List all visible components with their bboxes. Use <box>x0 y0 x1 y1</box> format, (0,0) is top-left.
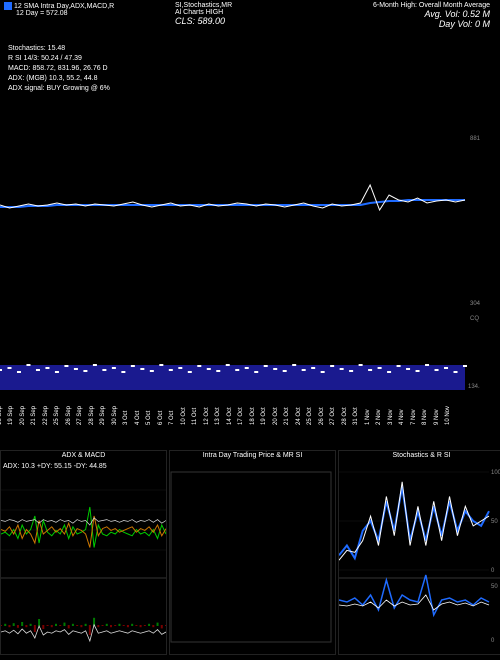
adx-signal: ADX signal: BUY Growing @ 6% <box>8 84 110 94</box>
adx-title: ADX & MACD <box>1 451 166 460</box>
stochastics-panel: Stochastics & R SI 0 50 100 50 0 <box>338 450 500 655</box>
svg-text:304: 304 <box>470 301 480 307</box>
stochastics-val: Stochastics: 15.48 <box>8 44 110 54</box>
date-tick: 10 Nov <box>445 415 495 425</box>
day-vol: Day Vol: 0 M <box>373 19 490 29</box>
adx-macd-panel: ADX & MACD ADX: 10.3 +DY: 55.15 -DY: 44.… <box>0 450 167 655</box>
intraday-panel: Intra Day Trading Price & MR SI <box>169 450 336 655</box>
adx-val: ADX: (MGB) 10.3, 55.2, 44.8 <box>8 74 110 84</box>
stoch-title: Stochastics & R SI <box>339 451 500 460</box>
svg-text:134.89: 134.89 <box>468 384 480 390</box>
svg-text:100: 100 <box>491 470 500 476</box>
svg-text:CQ: CQ <box>470 316 479 322</box>
svg-text:0: 0 <box>491 568 495 574</box>
twelve-day: 12 Day = 572.08 <box>16 10 114 17</box>
date-axis: 17 Sep18 Sep19 Sep20 Sep21 Sep22 Sep25 S… <box>5 395 475 445</box>
volume-chart: CQ 134.89 <box>0 310 480 390</box>
rsi-val: R SI 14/3: 50.24 / 47.39 <box>8 54 110 64</box>
intra-title: Intra Day Trading Price & MR SI <box>170 451 335 460</box>
avg-vol: Avg. Vol: 0.52 M <box>373 9 490 19</box>
main-chart: 881 304 <box>0 100 480 310</box>
sma-legend: 12 SMA Intra Day,ADX,MACD,R <box>14 3 114 10</box>
sma-legend-swatch <box>4 2 12 10</box>
header: 12 SMA Intra Day,ADX,MACD,R 12 Day = 572… <box>0 2 500 42</box>
adx-reading: ADX: 10.3 +DY: 55.15 -DY: 44.85 <box>3 463 107 470</box>
cls: CLS: 589.00 <box>175 16 232 26</box>
month-high: 6-Month High: Overall Month Average <box>373 2 490 9</box>
mid-label-1: SI,Stochastics,MR <box>175 2 232 9</box>
svg-text:0: 0 <box>491 638 495 644</box>
svg-text:50: 50 <box>491 519 498 525</box>
mid-label-2: Al Charts HIGH <box>175 9 232 16</box>
svg-text:881: 881 <box>470 136 480 142</box>
indicator-block: Stochastics: 15.48 R SI 14/3: 50.24 / 47… <box>8 44 110 94</box>
macd-val: MACD: 858.72, 831.96, 26.76 D <box>8 64 110 74</box>
svg-text:50: 50 <box>491 584 498 590</box>
